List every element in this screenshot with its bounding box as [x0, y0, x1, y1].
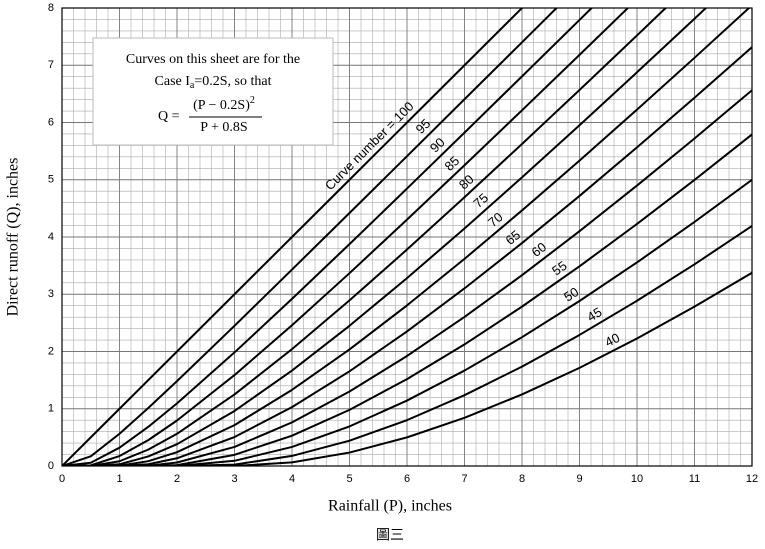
plot-frame	[61, 7, 753, 467]
x-tick-label: 12	[746, 473, 758, 485]
curve-label: 55	[549, 258, 569, 279]
curve	[62, 8, 594, 466]
annotation-text: Curves on this sheet are for the	[126, 52, 300, 67]
x-tick-label: 9	[576, 473, 582, 485]
caption: 圖三	[376, 527, 404, 543]
x-tick-label: 8	[519, 473, 525, 485]
annotation-frame	[92, 37, 334, 146]
formula-lhs: Q =	[158, 109, 180, 124]
curve	[62, 8, 668, 466]
curve	[62, 178, 752, 466]
formula-exponent: 2	[250, 95, 255, 106]
curve	[62, 8, 630, 466]
x-tick-label: 11	[689, 473, 700, 485]
x-axis-title: Rainfall (P), inches	[328, 498, 452, 515]
curve	[62, 8, 524, 466]
curve	[62, 271, 752, 466]
y-axis-title: Direct runoff (Q), inches	[5, 158, 22, 317]
x-tick-label: 10	[631, 473, 643, 485]
annotation-text: Case Ia=0.2S, so that	[155, 74, 272, 91]
curves	[62, 8, 752, 466]
x-tick-label: 7	[461, 473, 467, 485]
annotation-subscript: a	[190, 80, 195, 91]
y-tick-label: 1	[48, 403, 54, 415]
y-tick-label: 4	[48, 231, 54, 243]
y-tick-label: 8	[48, 2, 54, 14]
x-tick-label: 2	[174, 473, 180, 485]
y-tick-label: 5	[48, 174, 54, 186]
x-tick-label: 0	[59, 473, 65, 485]
annotation-text: Case I	[155, 74, 191, 89]
y-tick-label: 3	[48, 288, 54, 300]
x-tick-label: 4	[289, 473, 295, 485]
y-tick-label: 6	[48, 116, 54, 128]
annotation-text: =0.2S, so that	[194, 74, 271, 89]
x-tick-label: 5	[346, 473, 352, 485]
curve-label: 40	[602, 330, 622, 350]
formula-denominator: P + 0.8S	[200, 120, 247, 135]
formula-numerator: (P − 0.2S)	[193, 98, 250, 113]
formula-numerator: (P − 0.2S)2	[193, 95, 255, 113]
curve-label: 50	[561, 284, 581, 304]
curve	[62, 8, 708, 466]
curve-label: 45	[584, 304, 604, 324]
y-tick-label: 2	[48, 345, 54, 357]
x-tick-label: 1	[116, 473, 122, 485]
annotation-box: Curves on this sheet are for the Case Ia…	[92, 37, 334, 146]
y-tick-label: 7	[48, 59, 54, 71]
curve	[62, 225, 752, 466]
x-tick-label: 3	[231, 473, 237, 485]
curve	[62, 8, 751, 466]
curve	[62, 133, 752, 466]
y-tick-label: 0	[48, 460, 54, 472]
curve	[62, 8, 558, 466]
curve-label: Curve number = 100	[322, 99, 417, 194]
x-tick-label: 6	[404, 473, 410, 485]
